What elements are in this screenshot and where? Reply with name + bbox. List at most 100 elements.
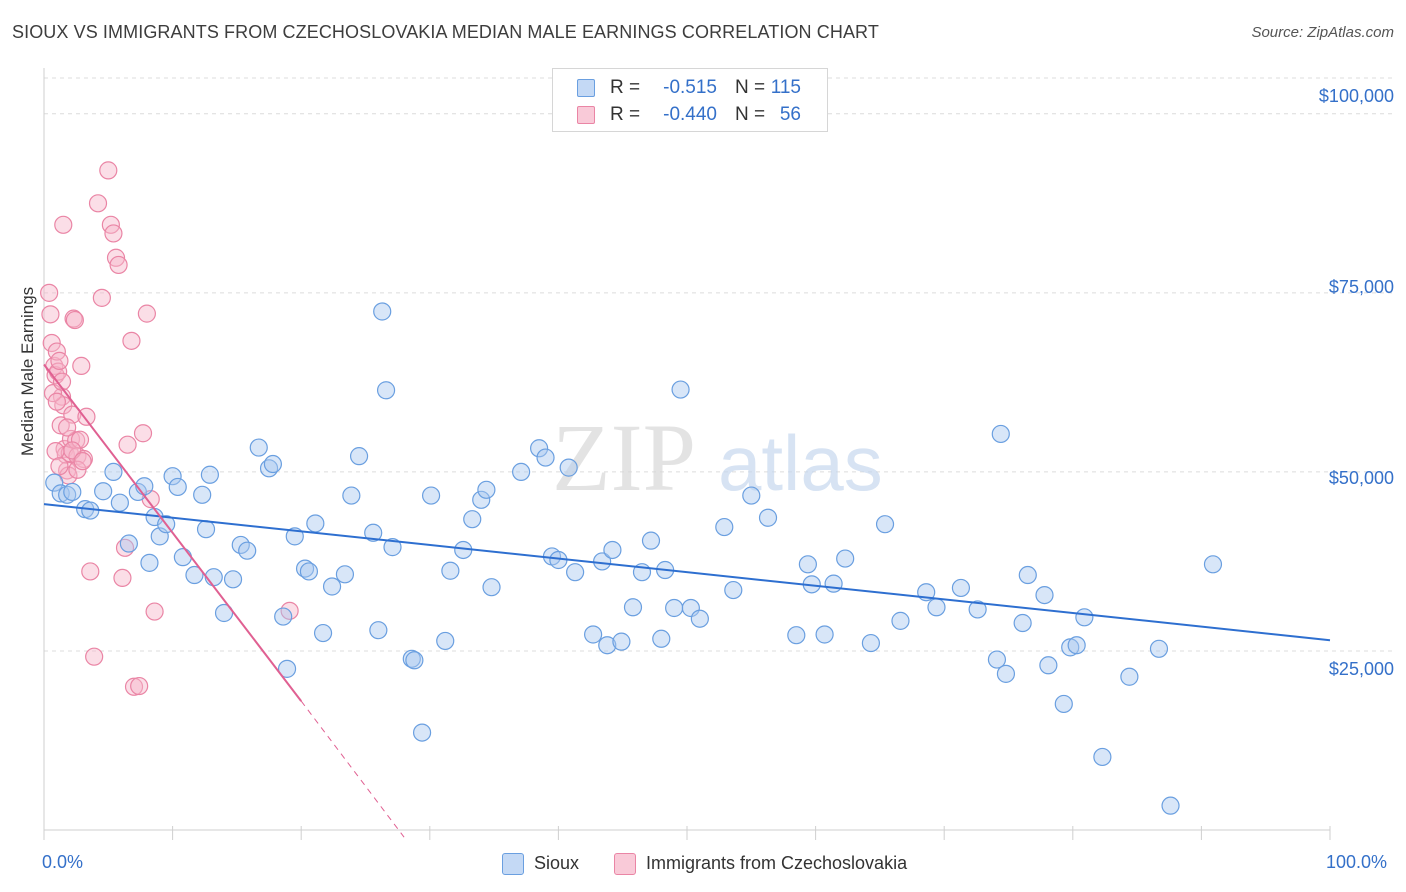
sioux-point <box>1203 555 1223 574</box>
sioux-point <box>836 549 855 568</box>
czech-point <box>52 372 72 391</box>
czech-points <box>40 161 299 696</box>
n-label: N = <box>735 77 766 98</box>
correlation-legend: R = -0.515 N = 115 R = -0.440 N = 56 <box>552 68 828 132</box>
czech-point <box>106 248 126 267</box>
sioux-point <box>277 659 297 678</box>
sioux-point <box>477 480 496 499</box>
sioux-point <box>968 600 987 619</box>
sioux-point <box>652 629 671 648</box>
sioux-point <box>1035 585 1054 605</box>
sioux-swatch <box>577 79 595 97</box>
y-tick-label: $25,000 <box>1328 659 1394 679</box>
sioux-point <box>335 565 355 584</box>
r-value: -0.515 <box>663 77 717 98</box>
czech-point <box>130 676 149 696</box>
sioux-legend-swatch <box>502 853 524 875</box>
czech-point <box>41 305 60 324</box>
czech-point <box>40 283 59 302</box>
sioux-point <box>63 482 82 502</box>
czech-point <box>50 351 69 370</box>
sioux-points <box>45 302 1223 815</box>
sioux-point <box>322 577 342 596</box>
sioux-point <box>110 493 129 512</box>
czech-point <box>99 161 118 180</box>
sioux-point <box>45 473 64 492</box>
sioux-point <box>51 484 70 503</box>
sioux-point <box>641 531 661 550</box>
legend-row-czech: R = -0.440 N = 56 <box>553 100 827 128</box>
czech-point <box>54 215 73 234</box>
czech-point <box>81 562 100 581</box>
y-tick-label: $75,000 <box>1328 277 1394 297</box>
n-value: 56 <box>779 104 801 125</box>
chart-title: SIOUX VS IMMIGRANTS FROM CZECHOSLOVAKIA … <box>12 22 879 42</box>
sioux-point <box>313 623 333 643</box>
sioux-point <box>824 574 843 593</box>
czech-point <box>133 424 153 443</box>
czech-point <box>68 460 87 479</box>
czech-trend-extension <box>300 700 405 838</box>
axes <box>43 68 1331 840</box>
sioux-point <box>996 664 1016 683</box>
sioux-point <box>306 514 325 533</box>
sioux-point <box>223 570 243 589</box>
czech-point <box>88 194 108 213</box>
legend-row-sioux: R = -0.515 N = 115 <box>553 73 827 101</box>
sioux-point <box>441 561 460 580</box>
sioux-point <box>951 578 971 598</box>
sioux-point <box>1149 639 1169 658</box>
sioux-point <box>1161 796 1180 815</box>
sioux-point <box>463 510 482 529</box>
czech-point <box>104 224 123 243</box>
sioux-point <box>598 636 617 655</box>
sioux-point <box>530 439 549 458</box>
sioux-point <box>472 490 491 509</box>
czech-point <box>47 392 66 411</box>
sioux-point <box>787 626 806 645</box>
czech-point <box>124 677 144 696</box>
sioux-point <box>724 580 743 600</box>
czech-point <box>85 647 104 666</box>
czech-point <box>137 304 156 323</box>
trend-lines <box>43 363 1331 838</box>
sioux-point <box>349 447 369 466</box>
sioux-point <box>891 611 910 630</box>
sioux-point <box>1120 667 1139 686</box>
sioux-point <box>168 477 187 497</box>
gridlines <box>44 77 1392 652</box>
sioux-point <box>927 598 946 617</box>
czech-point <box>73 452 92 471</box>
sioux-point <box>249 438 268 457</box>
sioux-point <box>200 465 219 484</box>
sioux-point <box>196 520 216 539</box>
sioux-legend-label: Sioux <box>534 853 580 873</box>
sioux-point <box>173 548 192 567</box>
sioux-point <box>987 650 1007 669</box>
sioux-point <box>559 458 578 477</box>
y-tick-label: $100,000 <box>1318 86 1394 106</box>
czech-point <box>92 288 111 307</box>
sioux-point <box>1018 565 1037 585</box>
sioux-point <box>798 555 817 574</box>
sioux-point <box>94 482 113 501</box>
sioux-point <box>238 541 257 560</box>
sioux-point <box>512 462 531 482</box>
sioux-point <box>1093 747 1112 767</box>
sioux-point <box>405 651 424 670</box>
sioux-point <box>342 486 361 505</box>
sioux-point <box>383 538 402 557</box>
sioux-point <box>376 381 396 400</box>
source-label: Source: ZipAtlas.com <box>1251 24 1394 41</box>
czech-legend-label: Immigrants from Czechoslovakia <box>646 853 908 873</box>
sioux-point <box>104 462 123 482</box>
sioux-point <box>623 598 643 617</box>
sioux-point <box>193 485 212 504</box>
x-tick-label-max: 100.0% <box>1326 852 1388 872</box>
r-label: R = <box>610 104 641 125</box>
czech-swatch <box>577 106 595 124</box>
sioux-point <box>742 486 761 505</box>
sioux-point <box>1054 694 1073 714</box>
sioux-point <box>204 568 223 587</box>
sioux-point <box>1013 613 1032 633</box>
